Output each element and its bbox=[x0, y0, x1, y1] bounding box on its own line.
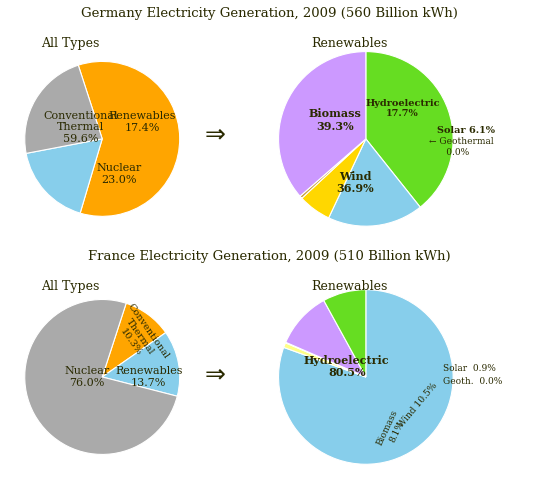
Text: Conventional
Thermal
10.3%: Conventional Thermal 10.3% bbox=[109, 302, 170, 372]
Text: Hydroelectric
17.7%: Hydroelectric 17.7% bbox=[365, 99, 440, 118]
Wedge shape bbox=[79, 62, 180, 216]
Wedge shape bbox=[279, 290, 453, 464]
Wedge shape bbox=[26, 139, 102, 213]
Text: Geoth.  0.0%: Geoth. 0.0% bbox=[443, 377, 502, 386]
Text: All Types: All Types bbox=[41, 280, 99, 293]
Wedge shape bbox=[324, 290, 366, 377]
Text: Wind 10.5%: Wind 10.5% bbox=[397, 381, 440, 429]
Text: Nuclear
23.0%: Nuclear 23.0% bbox=[97, 163, 142, 185]
Text: ⇒: ⇒ bbox=[204, 363, 226, 386]
Text: Biomass
8.1%: Biomass 8.1% bbox=[375, 408, 409, 451]
Wedge shape bbox=[25, 300, 177, 454]
Wedge shape bbox=[286, 301, 366, 377]
Text: All Types: All Types bbox=[41, 37, 99, 50]
Text: Wind
36.9%: Wind 36.9% bbox=[337, 171, 374, 194]
Text: Solar  0.9%: Solar 0.9% bbox=[443, 364, 495, 372]
Text: Germany Electricity Generation, 2009 (560 Billion kWh): Germany Electricity Generation, 2009 (56… bbox=[81, 7, 457, 20]
Text: Nuclear
76.0%: Nuclear 76.0% bbox=[64, 366, 109, 388]
Text: ← Geothermal
      0.0%: ← Geothermal 0.0% bbox=[429, 137, 493, 157]
Text: Renewables: Renewables bbox=[312, 37, 388, 50]
Wedge shape bbox=[286, 342, 366, 377]
Text: France Electricity Generation, 2009 (510 Billion kWh): France Electricity Generation, 2009 (510… bbox=[88, 250, 450, 263]
Text: Renewables: Renewables bbox=[312, 280, 388, 293]
Wedge shape bbox=[102, 303, 166, 377]
Wedge shape bbox=[302, 139, 366, 218]
Text: Hydroelectric
80.5%: Hydroelectric 80.5% bbox=[304, 355, 390, 378]
Wedge shape bbox=[102, 333, 180, 396]
Text: Renewables
17.4%: Renewables 17.4% bbox=[109, 111, 176, 132]
Wedge shape bbox=[366, 52, 453, 207]
Text: Conventional
Thermal
59.6%: Conventional Thermal 59.6% bbox=[43, 111, 118, 144]
Wedge shape bbox=[25, 65, 102, 153]
Text: Solar 6.1%: Solar 6.1% bbox=[437, 125, 495, 134]
Wedge shape bbox=[300, 139, 366, 198]
Text: Biomass
39.3%: Biomass 39.3% bbox=[309, 108, 362, 131]
Text: Renewables
13.7%: Renewables 13.7% bbox=[115, 366, 182, 388]
Text: ⇒: ⇒ bbox=[204, 122, 226, 146]
Wedge shape bbox=[279, 52, 366, 196]
Wedge shape bbox=[284, 343, 366, 377]
Wedge shape bbox=[329, 139, 420, 226]
